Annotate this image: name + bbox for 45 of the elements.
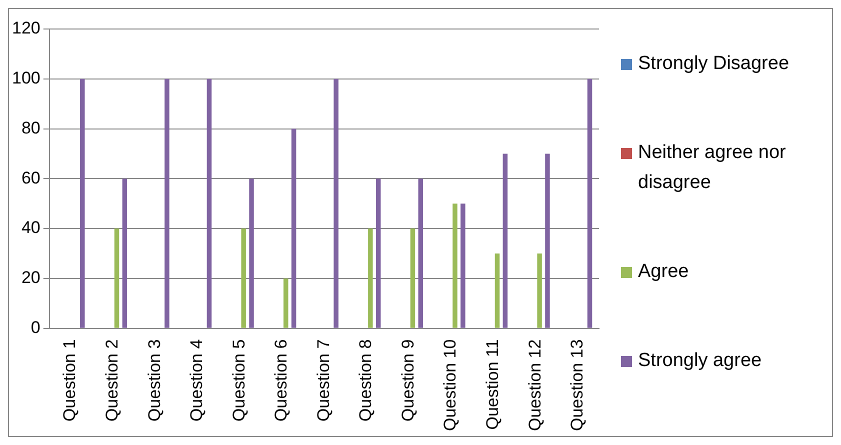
bar: [206, 78, 212, 328]
bar: [410, 228, 416, 328]
bar: [587, 78, 592, 328]
x-tick-label: Question 2: [102, 339, 122, 422]
y-tick-label: 40: [21, 218, 40, 238]
y-tick-label: 20: [21, 268, 40, 288]
x-tick-label: Question 6: [272, 339, 291, 422]
bar: [494, 253, 500, 328]
legend-label: Strongly agree: [638, 349, 762, 374]
bar: [80, 78, 85, 328]
bar: [502, 154, 508, 328]
x-tick-label: Question 13: [568, 339, 587, 432]
y-tick-label: 100: [12, 68, 40, 88]
y-tick-label: 120: [12, 18, 40, 38]
x-tick-label: Question 7: [314, 339, 333, 422]
x-tick-label: Question 3: [144, 339, 164, 422]
legend-label: Agree: [638, 260, 689, 284]
bar: [241, 228, 246, 328]
bar: [164, 78, 170, 328]
y-tick-label: 0: [30, 318, 40, 338]
bar: [537, 253, 542, 328]
x-tick-label: Question 5: [229, 339, 248, 422]
bar: [291, 128, 296, 328]
y-tick-label: 60: [21, 168, 40, 188]
x-tick-label: Question 4: [187, 339, 206, 422]
bar: [334, 78, 338, 328]
bar: [460, 204, 466, 328]
bar: [368, 228, 373, 328]
x-tick-label: Question 9: [398, 339, 418, 422]
bar: [249, 178, 254, 328]
x-tick-label: Question 10: [440, 339, 460, 432]
x-tick-label: Question 12: [525, 339, 544, 432]
x-tick-label: Question 11: [482, 339, 502, 430]
y-tick-label: 80: [21, 118, 40, 138]
x-tick-label: Question 8: [356, 339, 376, 422]
bar: [283, 278, 288, 328]
legend-label: Neither agree nor disagree: [638, 140, 787, 195]
bar: [114, 228, 120, 328]
bar: [452, 204, 458, 328]
x-tick-label: Question 1: [60, 339, 80, 422]
bar: [418, 178, 424, 328]
legend-label: Strongly Disagree: [638, 52, 790, 76]
bar: [545, 154, 550, 328]
bar: [376, 178, 381, 328]
bar: [122, 178, 128, 328]
